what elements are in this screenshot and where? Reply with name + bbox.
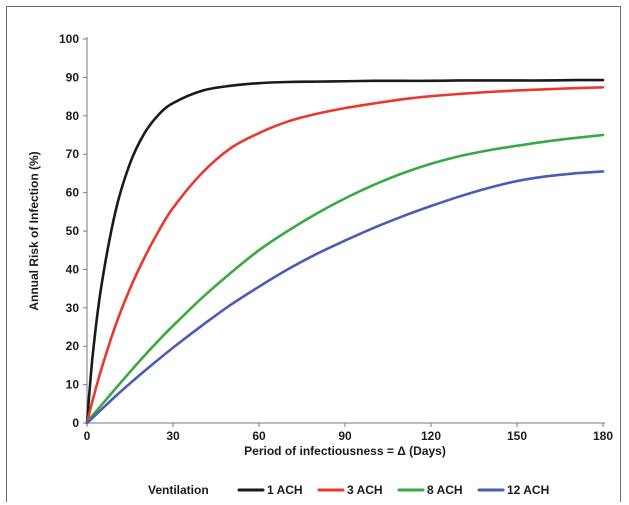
y-tick-label: 60: [66, 186, 80, 200]
legend: Ventilation 1 ACH 3 ACH 8 ACH 12 ACH: [148, 483, 549, 497]
y-tick-label: 80: [66, 109, 80, 123]
x-axis-title: Period of infectiousness = Δ (Days): [244, 444, 446, 458]
y-tick-label: 40: [66, 262, 80, 276]
x-tick-label: 150: [507, 429, 527, 443]
y-tick-label: 0: [72, 416, 79, 430]
legend-label-4: 12 ACH: [507, 483, 549, 497]
y-tick-label: 100: [59, 32, 79, 46]
x-tick-label: 30: [166, 429, 180, 443]
series-line-4: [85, 170, 605, 425]
series-line-1: [85, 78, 605, 425]
legend-label-1: 1 ACH: [267, 483, 303, 497]
x-tick-label: 90: [338, 429, 352, 443]
y-tick-label: 20: [66, 339, 80, 353]
axes: [86, 37, 605, 424]
y-tick-label: 30: [66, 301, 80, 315]
y-tick-label: 90: [66, 70, 80, 84]
legend-label-3: 8 ACH: [427, 483, 463, 497]
x-tick-label: 120: [421, 429, 441, 443]
y-axis-title: Annual Risk of Infection (%): [27, 151, 41, 310]
legend-title: Ventilation: [148, 483, 209, 497]
x-tick-label: 0: [84, 429, 91, 443]
x-tick-label: 180: [593, 429, 613, 443]
y-tick-label: 50: [66, 224, 80, 238]
series-line-3: [85, 133, 605, 425]
series-lines: [85, 78, 605, 425]
x-tick-label: 60: [252, 429, 266, 443]
line-chart: 0 10 20 30 40 50 60 70 80 90 100 0 30 60 90 120 150 180 P…: [27, 32, 613, 497]
y-tick-label: 10: [66, 378, 80, 392]
chart-frame: 0 10 20 30 40 50 60 70 80 90 100 0 30 60 90 120 150 180 P…: [6, 6, 621, 502]
tick-labels: 0 10 20 30 40 50 60 70 80 90 100 0 30 60 90 120 150 180: [59, 32, 613, 443]
legend-label-2: 3 ACH: [347, 483, 383, 497]
series-line-2: [85, 86, 605, 425]
y-tick-label: 70: [66, 147, 80, 161]
